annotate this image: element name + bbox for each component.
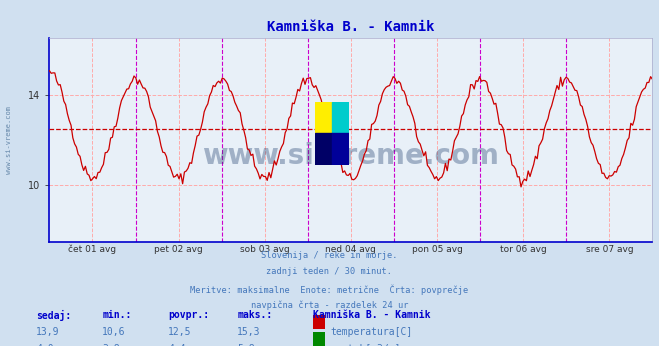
Text: 10,6: 10,6	[102, 327, 126, 337]
Text: temperatura[C]: temperatura[C]	[330, 327, 413, 337]
Text: maks.:: maks.:	[237, 310, 272, 320]
Text: 12,5: 12,5	[168, 327, 192, 337]
Text: 4,0: 4,0	[36, 344, 54, 346]
Text: www.si-vreme.com: www.si-vreme.com	[5, 106, 12, 174]
Text: 15,3: 15,3	[237, 327, 261, 337]
Text: 3,8: 3,8	[102, 344, 120, 346]
Bar	[315, 134, 332, 165]
Text: pretok[m3/s]: pretok[m3/s]	[330, 344, 401, 346]
Text: 13,9: 13,9	[36, 327, 60, 337]
Bar	[315, 102, 332, 134]
Text: 4,4: 4,4	[168, 344, 186, 346]
Bar	[332, 134, 349, 165]
Text: www.si-vreme.com: www.si-vreme.com	[202, 143, 500, 171]
Text: 5,8: 5,8	[237, 344, 255, 346]
Text: min.:: min.:	[102, 310, 132, 320]
Text: Meritve: maksimalne  Enote: metrične  Črta: povprečje: Meritve: maksimalne Enote: metrične Črta…	[190, 284, 469, 294]
Text: Kamniška B. - Kamnik: Kamniška B. - Kamnik	[313, 310, 430, 320]
Text: zadnji teden / 30 minut.: zadnji teden / 30 minut.	[266, 267, 393, 276]
Bar	[332, 102, 349, 134]
Text: Slovenija / reke in morje.: Slovenija / reke in morje.	[261, 251, 398, 260]
Text: povpr.:: povpr.:	[168, 310, 209, 320]
Text: sedaj:: sedaj:	[36, 310, 71, 321]
Text: navpična črta - razdelek 24 ur: navpična črta - razdelek 24 ur	[251, 301, 408, 310]
Title: Kamniška B. - Kamnik: Kamniška B. - Kamnik	[267, 20, 435, 34]
